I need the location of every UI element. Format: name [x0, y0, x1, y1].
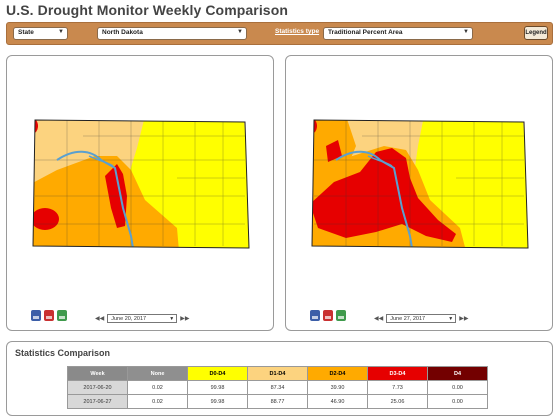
- statistics-panel: Statistics Comparison Week None D0-D4 D1…: [6, 341, 553, 416]
- drought-map-left: [32, 119, 250, 249]
- statistics-type-select[interactable]: Traditional Percent Area ▼: [323, 27, 473, 40]
- table-cell: 0.00: [427, 380, 488, 395]
- area-name-select[interactable]: North Dakota ▼: [97, 27, 247, 40]
- statistics-table: Week None D0-D4 D1-D4 D2-D4 D3-D4 D4 201…: [67, 366, 488, 409]
- table-cell: 46.90: [307, 394, 368, 409]
- image-icon[interactable]: [323, 310, 333, 321]
- column-header-d3-d4: D3-D4: [367, 366, 428, 381]
- next-week-icon[interactable]: ▶▶: [180, 316, 190, 322]
- area-name-value: North Dakota: [102, 29, 143, 36]
- statistics-type-value: Traditional Percent Area: [328, 29, 403, 36]
- table-cell: 7.73: [367, 380, 428, 395]
- next-week-icon[interactable]: ▶▶: [459, 316, 469, 322]
- table-cell: 0.02: [127, 394, 188, 409]
- table-header-row: Week None D0-D4 D1-D4 D2-D4 D3-D4 D4: [67, 366, 488, 381]
- statistics-type-link[interactable]: Statistics type: [275, 28, 320, 35]
- table-row: 2017-06-20 0.02 99.98 87.34 39.90 7.73 0…: [67, 380, 488, 395]
- date-value-right: June 27, 2017: [390, 316, 426, 322]
- pdf-icon[interactable]: [31, 310, 41, 321]
- chevron-down-icon: ▼: [463, 29, 469, 35]
- drought-map-right: [311, 119, 529, 249]
- image-icon[interactable]: [44, 310, 54, 321]
- date-select-left[interactable]: June 20, 2017 ▼: [107, 314, 178, 323]
- table-cell: 0.02: [127, 380, 188, 395]
- pdf-icon[interactable]: [310, 310, 320, 321]
- date-value-left: June 20, 2017: [111, 316, 147, 322]
- area-type-value: State: [18, 29, 34, 36]
- date-nav-left: ◀◀ June 20, 2017 ▼ ▶▶: [95, 314, 189, 323]
- chevron-down-icon: ▼: [237, 29, 243, 35]
- table-cell: 99.98: [187, 394, 248, 409]
- area-type-select[interactable]: State ▼: [13, 27, 68, 40]
- map-panel-left: ◀◀ June 20, 2017 ▼ ▶▶: [6, 55, 274, 331]
- download-icons-left: [31, 310, 67, 321]
- column-header-d0-d4: D0-D4: [187, 366, 248, 381]
- toolbar: State ▼ North Dakota ▼ Statistics type T…: [6, 22, 553, 45]
- chevron-down-icon: ▼: [169, 316, 175, 322]
- previous-week-icon[interactable]: ◀◀: [95, 316, 105, 322]
- statistics-title: Statistics Comparison: [15, 348, 111, 358]
- chevron-down-icon: ▼: [448, 316, 454, 322]
- date-select-right[interactable]: June 27, 2017 ▼: [386, 314, 457, 323]
- table-cell: 39.90: [307, 380, 368, 395]
- previous-week-icon[interactable]: ◀◀: [374, 316, 384, 322]
- column-header-d2-d4: D2-D4: [307, 366, 368, 381]
- gis-icon[interactable]: [57, 310, 67, 321]
- table-cell: 2017-06-20: [67, 380, 128, 395]
- gis-icon[interactable]: [336, 310, 346, 321]
- table-cell: 25.06: [367, 394, 428, 409]
- table-cell: 0.00: [427, 394, 488, 409]
- column-header-none: None: [127, 366, 188, 381]
- table-cell: 88.77: [247, 394, 308, 409]
- table-cell: 87.34: [247, 380, 308, 395]
- date-nav-right: ◀◀ June 27, 2017 ▼ ▶▶: [374, 314, 468, 323]
- table-cell: 2017-06-27: [67, 394, 128, 409]
- legend-button[interactable]: Legend: [524, 26, 548, 40]
- column-header-d4: D4: [427, 366, 488, 381]
- download-icons-right: [310, 310, 346, 321]
- map-panel-right: ◀◀ June 27, 2017 ▼ ▶▶: [285, 55, 553, 331]
- chevron-down-icon: ▼: [58, 29, 64, 35]
- column-header-d1-d4: D1-D4: [247, 366, 308, 381]
- column-header-week: Week: [67, 366, 128, 381]
- page-title: U.S. Drought Monitor Weekly Comparison: [6, 2, 289, 18]
- table-row: 2017-06-27 0.02 99.98 88.77 46.90 25.06 …: [67, 394, 488, 409]
- table-cell: 99.98: [187, 380, 248, 395]
